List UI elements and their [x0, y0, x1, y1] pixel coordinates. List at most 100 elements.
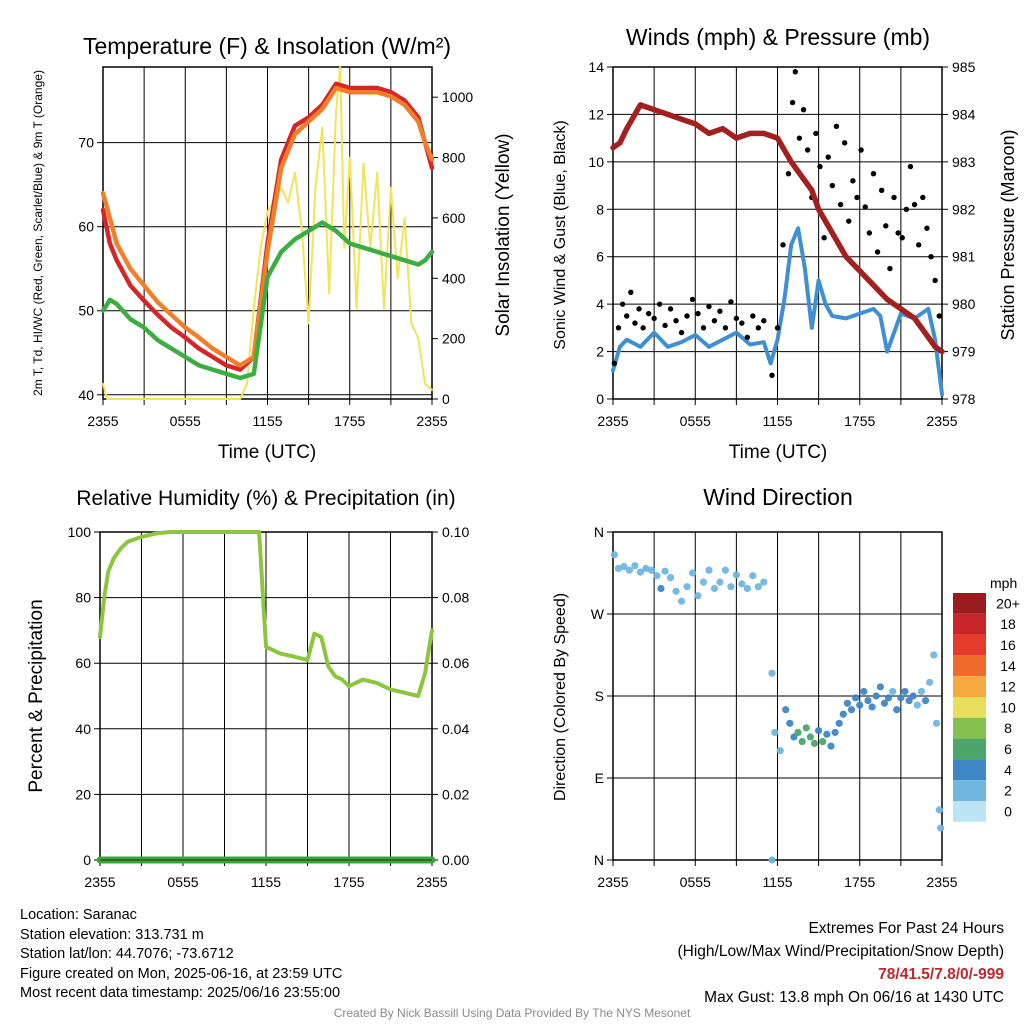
wind-direction-point — [864, 696, 872, 705]
gust-point — [755, 325, 762, 331]
colorbar-label: 6 — [1004, 741, 1012, 757]
wind-direction-point — [847, 706, 856, 714]
wind-direction-point — [614, 564, 623, 573]
wind-direction-point — [843, 699, 852, 707]
wind-direction-y-tick-label: E — [595, 770, 604, 786]
temperature-x-tick-label: 1755 — [334, 413, 365, 429]
gust-point — [728, 299, 734, 305]
gust-point — [817, 163, 823, 170]
max-gust: Max Gust: 13.8 mph On 06/16 at 1430 UTC — [704, 989, 1004, 1006]
winds-plot-area: 0 2 4 6 8 10 12 14 978 979 980 981 982 983 984 985 2355 0… — [588, 59, 975, 429]
gust-point — [883, 223, 889, 229]
insolation-y2-tick-label: 600 — [442, 210, 466, 226]
gust-point — [833, 123, 840, 129]
wind-direction-point — [694, 592, 702, 600]
temperature-y-tick-label: 40 — [78, 387, 94, 403]
wind-direction-point — [647, 566, 655, 574]
gust-point — [932, 277, 938, 284]
station-elevation: Station elevation: 313.731 m — [20, 926, 204, 943]
wind-direction-x-tick-label: 1755 — [844, 874, 875, 890]
gust-point — [733, 315, 740, 322]
wind-direction-x-tick-label: 2355 — [597, 874, 628, 890]
pressure-y2-tick-label: 983 — [952, 154, 976, 170]
gust-point — [656, 301, 663, 307]
wind-direction-point — [771, 728, 779, 737]
pressure-y2-tick-label: 981 — [952, 249, 976, 265]
colorbar-label: 10 — [1000, 699, 1016, 715]
wind-direction-point — [872, 692, 880, 700]
colorbar-swatch — [953, 655, 986, 677]
wind-direction-ylabel: Direction (Colored By Speed) — [552, 593, 569, 801]
wind-direction-point — [917, 687, 926, 696]
wind-direction-point — [876, 683, 884, 691]
wind-direction-point — [683, 583, 691, 591]
colorbar-swatch — [953, 738, 986, 760]
colorbar-label: 16 — [1000, 637, 1016, 653]
gust-point — [636, 306, 642, 312]
winds-y-tick-label: 2 — [596, 344, 604, 360]
wind-direction-point — [794, 728, 802, 737]
wind-direction-point — [798, 737, 806, 746]
2m-dew-point-line — [100, 220, 435, 381]
gust-point — [619, 301, 626, 307]
wind-direction-point — [610, 551, 618, 559]
gust-point — [862, 204, 868, 210]
colorbar-label: 8 — [1004, 720, 1012, 736]
gust-point — [662, 322, 668, 329]
temperature-plot-area: 40 50 60 70 0 200 400 600 800 1000 2355 0555 1155 175… — [78, 66, 473, 429]
precipitation-y2-tick-label: 0.04 — [442, 721, 469, 737]
winds-y-tick-label: 10 — [588, 154, 604, 170]
gust-point — [804, 147, 811, 153]
gust-point — [920, 194, 926, 201]
wind-direction-point — [937, 824, 945, 832]
humidity-x-tick-label: 2355 — [416, 874, 447, 890]
wind-direction-point — [926, 678, 934, 686]
colorbar-swatch — [953, 676, 986, 697]
temperature-y-tick-label: 50 — [78, 303, 94, 319]
wind-direction-point — [913, 701, 921, 709]
colorbar-swatch — [953, 717, 986, 739]
wind-direction-x-tick-label: 0555 — [680, 874, 711, 890]
precipitation-y2-tick-label: 0.08 — [442, 590, 469, 606]
gust-point — [854, 194, 860, 201]
precipitation-y2-tick-label: 0.10 — [442, 524, 469, 540]
wind-direction-point — [909, 692, 917, 700]
most-recent-data: Most recent data timestamp: 2025/06/16 2… — [20, 985, 341, 1002]
gust-point — [744, 334, 751, 341]
gust-point — [936, 313, 942, 319]
gust-point — [878, 187, 885, 194]
gust-point — [899, 235, 905, 241]
wind-direction-point — [620, 563, 628, 571]
wind-direction-point — [868, 703, 876, 711]
gust-point — [841, 140, 848, 146]
wind-direction-point — [921, 696, 930, 705]
wind-direction-point — [743, 584, 751, 593]
winds-x-tick-label: 0555 — [680, 413, 711, 429]
gust-point — [673, 318, 679, 324]
gust-point — [800, 106, 807, 113]
colorbar-label: 20+ — [996, 595, 1020, 611]
extremes-info: Extremes For Past 24 Hours (High/Low/Max… — [678, 917, 1005, 1009]
gust-point — [907, 163, 914, 170]
station-info: Location: Saranac Station elevation: 313… — [20, 906, 342, 1004]
humidity-x-tick-label: 1155 — [251, 874, 281, 890]
humidity-y-tick-label: 80 — [75, 590, 91, 606]
wind-direction-point — [930, 651, 938, 659]
gust-point — [774, 325, 781, 331]
gust-point — [785, 171, 792, 177]
wind-direction-point — [636, 568, 645, 576]
gust-point — [624, 313, 630, 319]
gust-point — [915, 242, 922, 248]
wind-direction-point — [760, 578, 768, 586]
colorbar-label: 12 — [1000, 679, 1016, 695]
winds-panel-title: Winds (mph) & Pressure (mb) — [626, 24, 930, 50]
wind-direction-point — [839, 710, 847, 718]
wind-direction-point — [721, 566, 730, 574]
colorbar-swatch — [953, 780, 986, 801]
pressure-ylabel: Station Pressure (Maroon) — [998, 129, 1018, 340]
wind-direction-point — [749, 572, 757, 580]
gust-point — [850, 178, 856, 184]
wind-direction-y-tick-label: N — [594, 524, 604, 540]
wind-direction-point — [732, 571, 740, 579]
colorbar-label: 14 — [1000, 658, 1016, 674]
